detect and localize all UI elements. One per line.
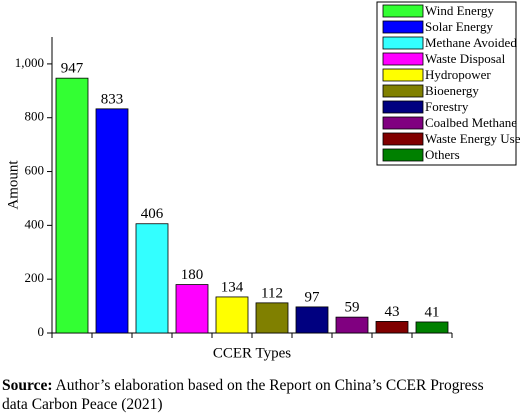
legend-swatch — [382, 148, 424, 162]
x-axis-label: CCER Types — [213, 345, 291, 361]
chart: Amount CCER Types 0 200 400 600 800 1,000 947 8… — [5, 1, 520, 361]
y-tick-label: 600 — [25, 163, 45, 178]
data-label: 406 — [141, 206, 164, 222]
legend-swatch — [382, 36, 424, 50]
legend-swatch — [382, 116, 424, 130]
source-text: Author’s elaboration based on the Report… — [2, 377, 484, 413]
data-label: 947 — [61, 61, 84, 77]
legend-swatch — [382, 20, 424, 34]
legend-swatch — [382, 52, 424, 66]
y-tick-label: 0 — [38, 324, 45, 339]
legend-label: Coalbed Methane — [425, 115, 517, 130]
data-label: 112 — [261, 285, 283, 301]
bar — [55, 77, 89, 334]
y-tick-label: 800 — [25, 109, 45, 124]
bar — [255, 302, 289, 334]
legend-swatch — [382, 68, 424, 82]
legend-label: Wind Energy — [425, 3, 494, 18]
data-label: 97 — [305, 289, 321, 305]
legend-label: Waste Disposal — [425, 51, 506, 66]
source-label: Source: — [2, 377, 53, 394]
bar — [415, 321, 449, 334]
legend-label: Methane Avoided — [425, 35, 517, 50]
y-tick-label: 400 — [25, 216, 45, 231]
bar — [375, 321, 409, 334]
legend-label: Waste Energy Use — [425, 131, 520, 146]
bar — [135, 223, 169, 334]
legend-label: Others — [425, 147, 460, 162]
data-label: 180 — [181, 267, 204, 283]
legend-swatch — [382, 84, 424, 98]
legend-swatch — [382, 132, 424, 146]
data-label: 43 — [385, 304, 400, 320]
data-label: 41 — [425, 304, 440, 320]
bar — [215, 296, 249, 334]
source-note: Source: Author’s elaboration based on th… — [2, 376, 512, 414]
bar — [335, 316, 369, 334]
y-tick-label: 200 — [25, 270, 45, 285]
legend-label: Bioenergy — [425, 83, 479, 98]
y-tick-label: 1,000 — [15, 55, 44, 70]
legend-label: Forestry — [425, 99, 469, 114]
legend-label: Solar Energy — [425, 19, 493, 34]
data-label: 59 — [345, 300, 360, 316]
legend-label: Hydropower — [425, 67, 491, 82]
data-label: 134 — [221, 279, 244, 295]
y-axis-label: Amount — [5, 160, 21, 210]
bar — [175, 284, 209, 334]
bar — [295, 306, 329, 334]
data-label: 833 — [101, 91, 124, 107]
legend-swatch — [382, 4, 424, 18]
legend-swatch — [382, 100, 424, 114]
bar — [95, 108, 129, 334]
